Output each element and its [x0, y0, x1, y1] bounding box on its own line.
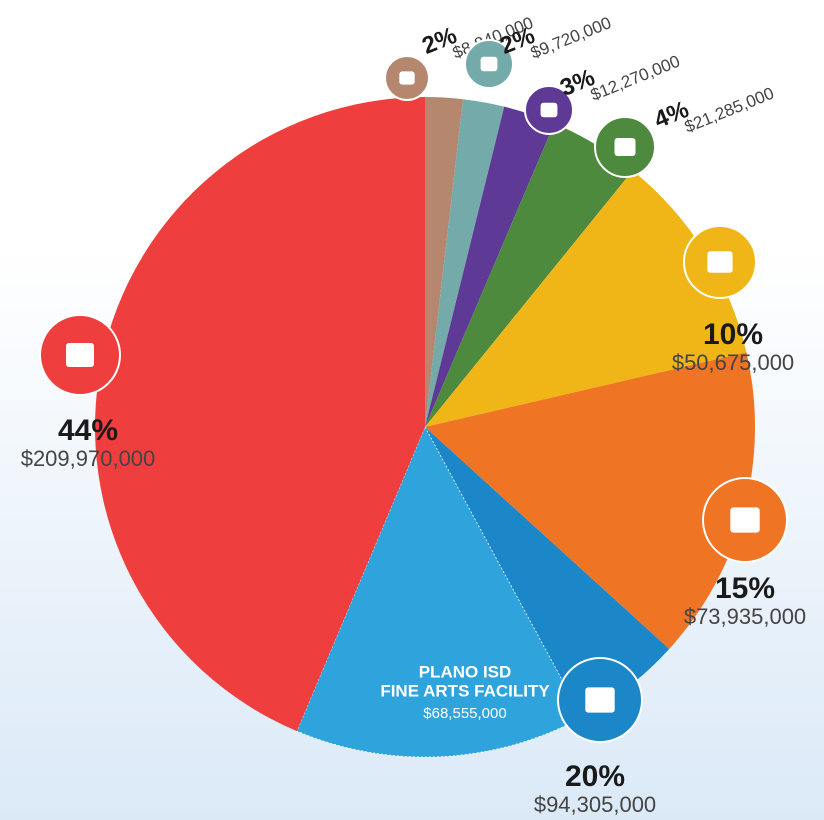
pie-slice [425, 170, 747, 427]
percent-label: 15% [715, 572, 775, 605]
slice-label: 4%$21,285,000 [650, 84, 777, 137]
sub-slice-value: $68,555,000 [423, 705, 506, 722]
value-label: $12,270,000 [588, 52, 683, 105]
icon-glyph [540, 102, 558, 118]
pie-sub-slice [296, 426, 583, 758]
icon-glyph [707, 251, 733, 273]
percent-label: 44% [58, 414, 118, 447]
value-label: $9,720,000 [528, 13, 614, 62]
icon-glyph [480, 56, 498, 72]
pie-slice [425, 352, 756, 649]
sub-slice-label: PLANO ISD [419, 662, 512, 681]
percent-label: 10% [703, 318, 763, 351]
value-label: $21,285,000 [682, 84, 777, 137]
value-label: $50,675,000 [672, 350, 794, 375]
pie-slice [425, 106, 555, 428]
sub-slice-label: FINE ARTS FACILITY [380, 681, 550, 700]
value-label: $73,935,000 [684, 604, 806, 629]
pie-slice [425, 123, 633, 427]
value-label: $94,305,000 [534, 792, 656, 817]
value-label: $209,970,000 [21, 446, 156, 471]
percent-label: 20% [565, 760, 625, 793]
pie-slice [95, 97, 426, 732]
pie-slice [425, 99, 505, 427]
slice-label: 2%$9,720,000 [496, 13, 614, 62]
icon-glyph [66, 343, 94, 367]
icon-glyph [585, 687, 615, 713]
icon-glyph [730, 507, 760, 533]
pie-slice [425, 97, 464, 427]
icon-glyph [399, 71, 415, 85]
icon-glyph [614, 138, 636, 156]
